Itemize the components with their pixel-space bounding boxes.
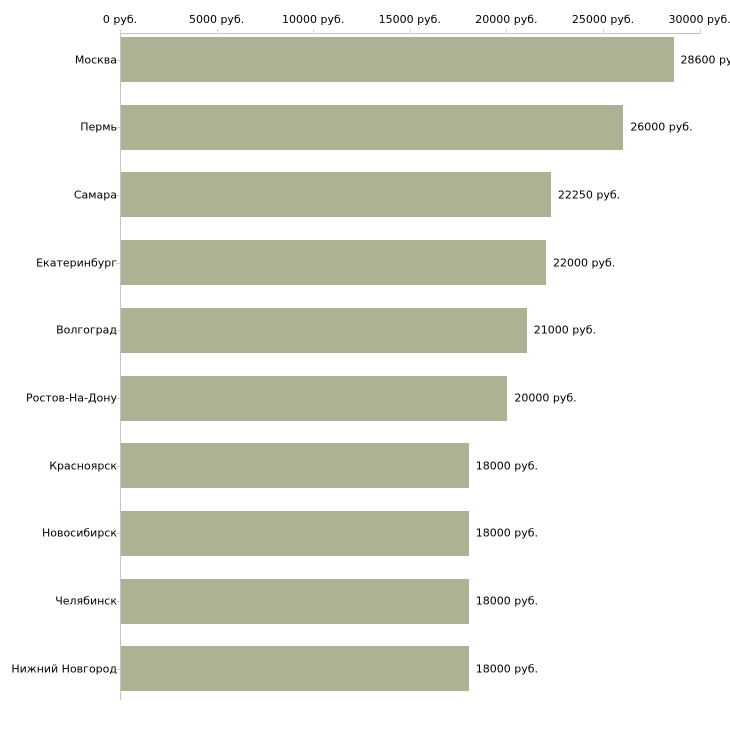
x-axis-tick-label: 5000 руб. <box>188 13 245 26</box>
bar-category-label: Нижний Новгород <box>11 662 117 676</box>
bar <box>121 578 469 624</box>
bar-category-label: Новосибирск <box>41 526 117 540</box>
x-axis-tick-label: 30000 руб. <box>668 13 730 26</box>
bar-value-label: 22250 руб. <box>557 188 621 202</box>
y-axis-tick <box>116 465 120 467</box>
y-axis-tick <box>116 127 120 129</box>
y-axis-tick <box>116 194 120 196</box>
x-axis-tick <box>313 29 315 34</box>
bar <box>121 37 674 82</box>
bar-category-label: Челябинск <box>55 594 117 608</box>
bar <box>121 172 551 218</box>
bar-value-label: 18000 руб. <box>475 662 539 676</box>
bar-value-label: 26000 руб. <box>630 120 693 134</box>
bar <box>121 307 527 353</box>
bar-value-label: 21000 руб. <box>533 323 596 337</box>
bar <box>121 375 508 421</box>
y-axis-tick <box>116 601 120 603</box>
bar-category-label: Москва <box>74 53 117 66</box>
y-axis-tick <box>116 262 120 264</box>
bar-value-label: 18000 руб. <box>475 459 539 473</box>
bar <box>121 104 624 150</box>
y-axis-tick <box>116 59 120 61</box>
bar-category-label: Екатеринбург <box>36 256 117 270</box>
x-axis-tick <box>120 29 121 34</box>
bar-value-label: 18000 руб. <box>475 526 539 540</box>
x-axis-tick <box>409 29 411 34</box>
bar-category-label: Ростов-На-Дону <box>25 391 117 405</box>
bar-value-label: 22000 руб. <box>553 256 616 270</box>
y-axis-tick <box>116 533 120 535</box>
x-axis-tick <box>699 29 701 34</box>
y-axis-line <box>120 33 121 700</box>
x-axis-tick <box>603 29 604 34</box>
bar-category-label: Пермь <box>80 120 117 134</box>
bar-value-label: 28600 руб. <box>680 53 730 66</box>
x-axis-tick-label: 25000 руб. <box>571 13 635 26</box>
bar <box>121 240 547 286</box>
bar-category-label: Самара <box>73 188 117 202</box>
x-axis-tick-label: 20000 руб. <box>475 13 538 26</box>
y-axis-tick <box>116 398 120 399</box>
x-axis-tick <box>506 29 508 34</box>
x-axis-tick-label: 15000 руб. <box>378 13 441 26</box>
y-axis-tick <box>116 668 120 670</box>
bar <box>121 443 469 489</box>
bar-value-label: 18000 руб. <box>475 594 539 608</box>
bar <box>121 646 469 692</box>
bar <box>121 510 469 556</box>
bar-value-label: 20000 руб. <box>514 391 577 405</box>
bar-category-label: Красноярск <box>49 459 117 473</box>
bar-category-label: Волгоград <box>56 323 117 337</box>
x-axis-tick <box>216 29 218 34</box>
x-axis-tick-label: 10000 руб. <box>282 13 345 26</box>
y-axis-tick <box>116 330 120 332</box>
x-axis-tick-label: 0 руб. <box>102 13 138 26</box>
